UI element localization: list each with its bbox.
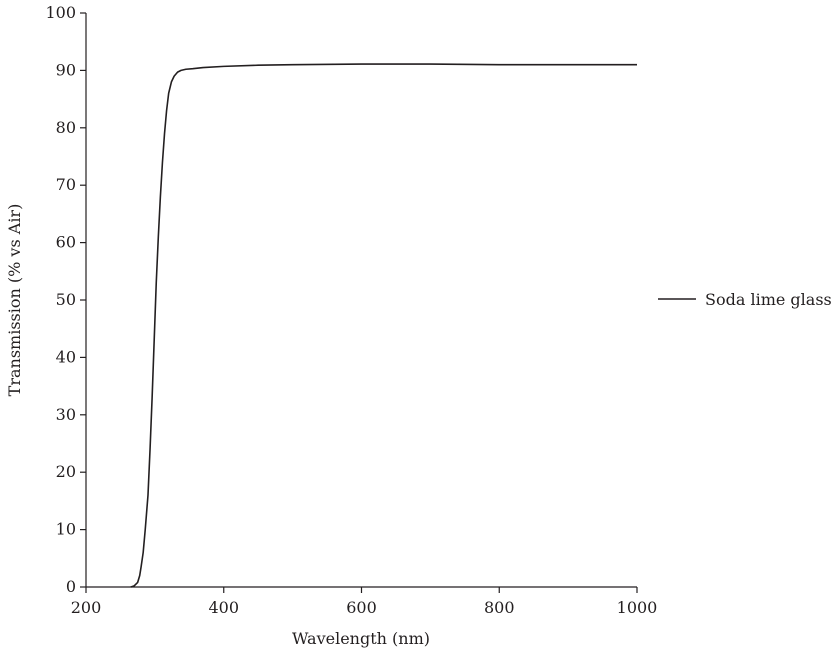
x-axis-ticks: 200 400 600 800 1000	[71, 587, 658, 617]
y-tick-label: 100	[45, 3, 76, 22]
y-tick-label: 10	[56, 520, 76, 539]
series-line-soda-lime-glass	[130, 63, 637, 588]
y-tick-label: 50	[56, 290, 76, 309]
y-axis-label: Transmission (% vs Air)	[5, 204, 24, 397]
series-lines	[130, 63, 637, 588]
x-tick-label: 600	[346, 598, 377, 617]
legend-label-soda-lime-glass: Soda lime glass	[705, 290, 832, 309]
y-tick-label: 90	[56, 60, 76, 79]
y-tick-label: 0	[66, 577, 76, 596]
y-tick-label: 70	[56, 175, 76, 194]
y-axis-ticks: 0 10 20 30 40 50 60 70 80 90 100	[45, 3, 86, 596]
x-axis-label: Wavelength (nm)	[292, 629, 430, 648]
y-tick-label: 60	[56, 233, 76, 252]
x-tick-label: 800	[484, 598, 515, 617]
y-tick-label: 80	[56, 118, 76, 137]
x-tick-label: 400	[208, 598, 239, 617]
y-tick-label: 20	[56, 462, 76, 481]
x-tick-label: 1000	[617, 598, 658, 617]
y-tick-label: 30	[56, 405, 76, 424]
y-tick-label: 40	[56, 347, 76, 366]
legend: Soda lime glass	[658, 290, 832, 309]
x-tick-label: 200	[71, 598, 102, 617]
